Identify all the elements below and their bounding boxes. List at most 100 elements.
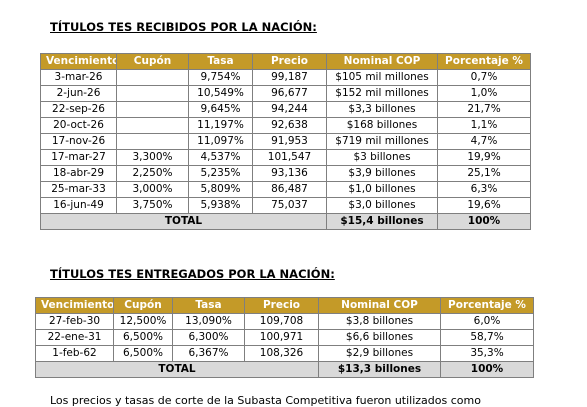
table-cell: $3,9 billones <box>326 165 438 182</box>
table-cell: 2,250% <box>116 165 189 182</box>
header-cell: Porcentaje % <box>437 53 531 70</box>
table-cell: $168 billones <box>326 117 438 134</box>
table-cell: 13,090% <box>172 313 245 330</box>
total-row: TOTAL $15,4 billones 100% <box>40 213 531 230</box>
table-cell: 6,500% <box>113 345 173 362</box>
table-cell: $3,0 billones <box>326 197 438 214</box>
empty-cell <box>116 101 189 118</box>
table-cell: 18-abr-29 <box>40 165 117 182</box>
header-cell: Precio <box>252 53 327 70</box>
table-cell: 9,645% <box>188 101 253 118</box>
table-cell: 25,1% <box>437 165 531 182</box>
total-percent: 100% <box>437 213 531 230</box>
table-cell: 17-mar-27 <box>40 149 117 166</box>
table-cell: $3 billones <box>326 149 438 166</box>
empty-cell <box>116 85 189 102</box>
header-cell: Cupón <box>116 53 189 70</box>
table-cell: 108,326 <box>244 345 319 362</box>
table-cell: 0,7% <box>437 69 531 86</box>
total-label: TOTAL <box>35 361 319 378</box>
table-cell: 12,500% <box>113 313 173 330</box>
table-row: 22-ene-31 6,500% 6,300% 100,971 $6,6 billone… <box>35 329 534 346</box>
table-cell: 11,097% <box>188 133 253 150</box>
table-cell: $3,8 billones <box>318 313 441 330</box>
table-row: 18-abr-29 2,250% 5,235% 93,136 $3,9 billones… <box>40 165 531 182</box>
table-row: 20-oct-26 11,197% 92,638 $168 billones 1,1% <box>40 117 531 134</box>
table-cell: 6,0% <box>440 313 534 330</box>
header-row: Vencimiento Cupón Tasa Precio Nominal COP Por… <box>35 297 534 314</box>
header-cell: Porcentaje % <box>440 297 534 314</box>
table-cell: 17-nov-26 <box>40 133 117 150</box>
table-cell: 2-jun-26 <box>40 85 117 102</box>
header-cell: Vencimiento <box>40 53 117 70</box>
table-row: 16-jun-49 3,750% 5,938% 75,037 $3,0 billones… <box>40 197 531 214</box>
header-cell: Vencimiento <box>35 297 114 314</box>
table-cell: 1,0% <box>437 85 531 102</box>
table-row: 22-sep-26 9,645% 94,244 $3,3 billones 21,7% <box>40 101 531 118</box>
header-cell: Tasa <box>172 297 245 314</box>
table-cell: 19,9% <box>437 149 531 166</box>
table-row: 25-mar-33 3,000% 5,809% 86,487 $1,0 billones… <box>40 181 531 198</box>
table-row: 2-jun-26 10,549% 96,677 $152 mil millones 1,… <box>40 85 531 102</box>
header-cell: Tasa <box>188 53 253 70</box>
table-cell: 6,300% <box>172 329 245 346</box>
table-cell: 27-feb-30 <box>35 313 114 330</box>
header-cell: Precio <box>244 297 319 314</box>
table-cell: $105 mil millones <box>326 69 438 86</box>
table-cell: 35,3% <box>440 345 534 362</box>
header-cell: Nominal COP <box>318 297 441 314</box>
table-cell: 94,244 <box>252 101 327 118</box>
total-nominal: $13,3 billones <box>318 361 441 378</box>
table-cell: 92,638 <box>252 117 327 134</box>
table-cell: 6,3% <box>437 181 531 198</box>
table-row: 17-nov-26 11,097% 91,953 $719 mil millones 4… <box>40 133 531 150</box>
table-cell: 3,000% <box>116 181 189 198</box>
table-cell: 109,708 <box>244 313 319 330</box>
table-cell: 99,187 <box>252 69 327 86</box>
table-cell: 75,037 <box>252 197 327 214</box>
table-cell: $2,9 billones <box>318 345 441 362</box>
table-cell: 3,750% <box>116 197 189 214</box>
table-cell: $719 mil millones <box>326 133 438 150</box>
table-cell: 1,1% <box>437 117 531 134</box>
table-cell: 4,7% <box>437 133 531 150</box>
table-cell: 3-mar-26 <box>40 69 117 86</box>
table-cell: 20-oct-26 <box>40 117 117 134</box>
table-cell: 25-mar-33 <box>40 181 117 198</box>
total-nominal: $15,4 billones <box>326 213 438 230</box>
table-cell: 5,235% <box>188 165 253 182</box>
table-row: 3-mar-26 9,754% 99,187 $105 mil millones 0,7… <box>40 69 531 86</box>
empty-cell <box>116 133 189 150</box>
table-cell: 6,500% <box>113 329 173 346</box>
table-cell: 10,549% <box>188 85 253 102</box>
table-cell: 16-jun-49 <box>40 197 117 214</box>
table-cell: 101,547 <box>252 149 327 166</box>
table-cell: 96,677 <box>252 85 327 102</box>
table-cell: 6,367% <box>172 345 245 362</box>
table-row: 17-mar-27 3,300% 4,537% 101,547 $3 billones 1… <box>40 149 531 166</box>
table-cell: 86,487 <box>252 181 327 198</box>
table-cell: 1-feb-62 <box>35 345 114 362</box>
empty-cell <box>116 117 189 134</box>
table-cell: 4,537% <box>188 149 253 166</box>
total-percent: 100% <box>440 361 534 378</box>
table-cell: 22-sep-26 <box>40 101 117 118</box>
table-row: 27-feb-30 12,500% 13,090% 109,708 $3,8 billo… <box>35 313 534 330</box>
table-cell: 93,136 <box>252 165 327 182</box>
table-cell: 58,7% <box>440 329 534 346</box>
header-cell: Nominal COP <box>326 53 438 70</box>
total-row: TOTAL $13,3 billones 100% <box>35 361 534 378</box>
table-cell: 100,971 <box>244 329 319 346</box>
table-cell: $6,6 billones <box>318 329 441 346</box>
data-table: Vencimiento Cupón Tasa Precio Nominal COP Por… <box>40 53 531 230</box>
total-label: TOTAL <box>40 213 327 230</box>
table-cell: 5,809% <box>188 181 253 198</box>
table-cell: 9,754% <box>188 69 253 86</box>
data-table: Vencimiento Cupón Tasa Precio Nominal COP Por… <box>35 297 534 378</box>
header-cell: Cupón <box>113 297 173 314</box>
table-cell: 21,7% <box>437 101 531 118</box>
empty-cell <box>116 69 189 86</box>
table-cell: $1,0 billones <box>326 181 438 198</box>
table-cell: 91,953 <box>252 133 327 150</box>
